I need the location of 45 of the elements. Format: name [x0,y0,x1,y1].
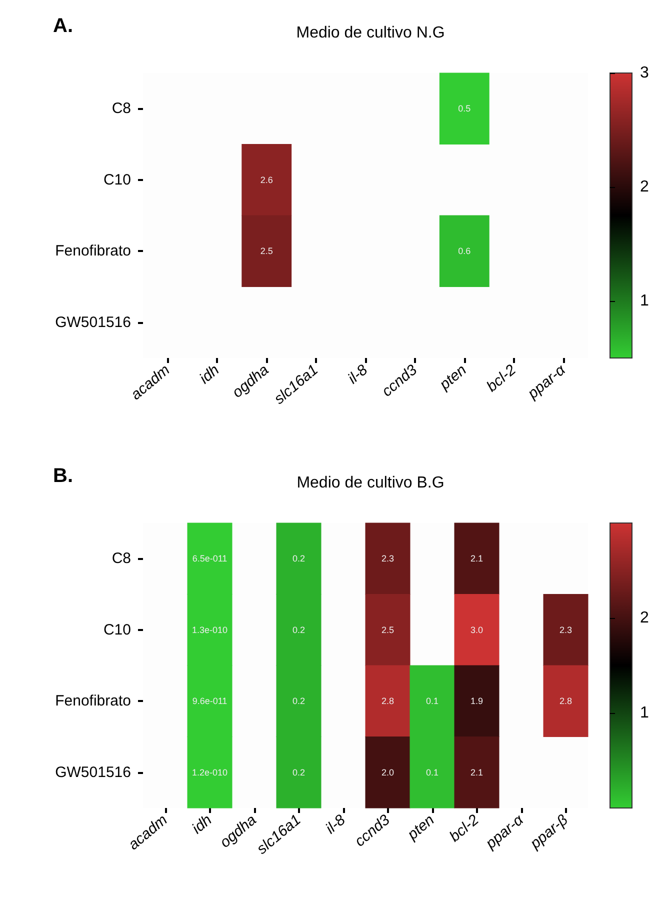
color-bar-label: 3 [640,64,649,82]
data-label: 0.5 [458,104,471,114]
color-bar-label: 1 [640,704,649,722]
x-tick-label: idh [188,811,216,838]
chart-title: Medio de cultivo B.G [296,474,444,492]
y-tick-label: C10 [103,171,131,188]
data-label: 2.5 [381,624,394,635]
data-label: 1.2e-010 [192,767,228,778]
data-label: 2.5 [260,246,273,256]
text: B. [53,465,73,487]
y-tick-label: GW501516 [55,314,131,331]
data-label: 2.1 [470,767,484,778]
color-bar-label: 1 [640,292,649,310]
data-label: 9.6e-011 [192,696,228,706]
data-label: 0.2 [292,767,306,778]
data-label: 0.2 [292,696,306,706]
data-label: 0.6 [458,246,471,256]
chart-title: Medio de cultivo N.G [296,24,445,42]
data-label: 2.3 [381,554,394,564]
data-label: 0.2 [292,624,306,635]
x-tick-label: il-8 [322,811,350,838]
data-label: 6.5e-011 [192,554,228,564]
y-tick-label: Fenofibrato [55,692,131,710]
color-bar-label: 2 [640,610,649,626]
data-label: 1.9 [470,696,484,706]
data-label: 2.6 [260,174,273,185]
y-tick-label: C8 [112,100,131,118]
y-tick-label: Fenofibrato [55,242,131,260]
data-label: 0.2 [292,554,306,564]
x-tick-label: idh [196,361,223,388]
y-tick-label: C10 [103,621,131,638]
data-label: 1.3e-010 [192,624,228,635]
text: A. [53,15,73,37]
y-tick-label: GW501516 [55,764,131,781]
data-label: 0.1 [426,767,439,778]
x-tick-label: il-8 [344,361,372,388]
data-label: 2.1 [470,554,484,564]
color-bar-label: 2 [640,178,649,196]
data-label: 2.0 [381,767,394,778]
data-label: 2.8 [381,696,394,706]
y-tick-label: C8 [112,550,131,568]
data-label: 3.0 [470,624,484,635]
data-label: 2.8 [559,696,572,706]
data-label: 2.3 [559,624,572,635]
data-label: 0.1 [426,696,439,706]
